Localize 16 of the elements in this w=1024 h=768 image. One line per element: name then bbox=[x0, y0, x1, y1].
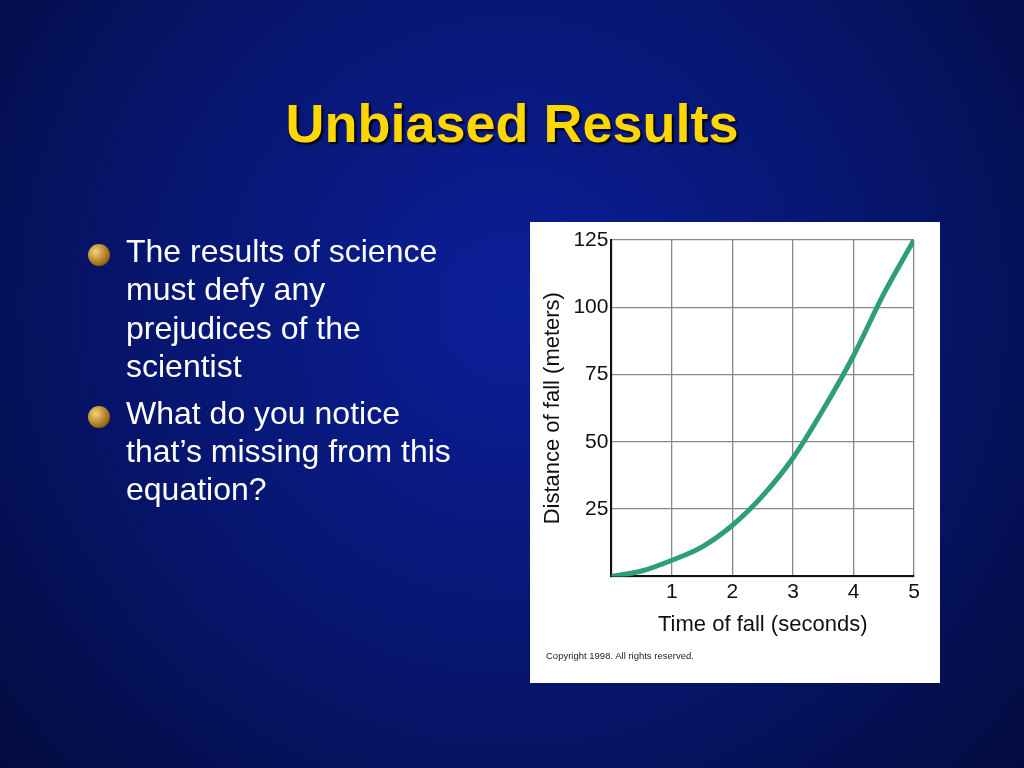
text: The results of science must defy any prejudices of the scientist bbox=[126, 233, 438, 385]
text: What do you notice that’s missing from this equation? bbox=[126, 394, 451, 508]
y-tick-label: 75 bbox=[585, 361, 609, 385]
x-tick-label: 4 bbox=[847, 578, 860, 602]
x-tick-label: 1 bbox=[666, 578, 678, 602]
y-axis-title: Distance of fall (meters) bbox=[539, 292, 565, 525]
text: Copyright 1998. All rights reserved. bbox=[546, 650, 694, 661]
y-tick-label: 100 bbox=[573, 294, 609, 318]
y-tick-label: 25 bbox=[585, 495, 609, 519]
x-tick-label: 5 bbox=[908, 578, 920, 602]
x-tick-label: 2 bbox=[726, 578, 739, 602]
y-tick-label: 50 bbox=[585, 428, 609, 452]
x-axis-title: Time of fall (seconds) bbox=[657, 610, 868, 636]
chart-title: Unbiased Results bbox=[284, 92, 740, 154]
x-tick-label: 3 bbox=[787, 578, 799, 602]
y-tick-label: 125 bbox=[573, 226, 609, 250]
